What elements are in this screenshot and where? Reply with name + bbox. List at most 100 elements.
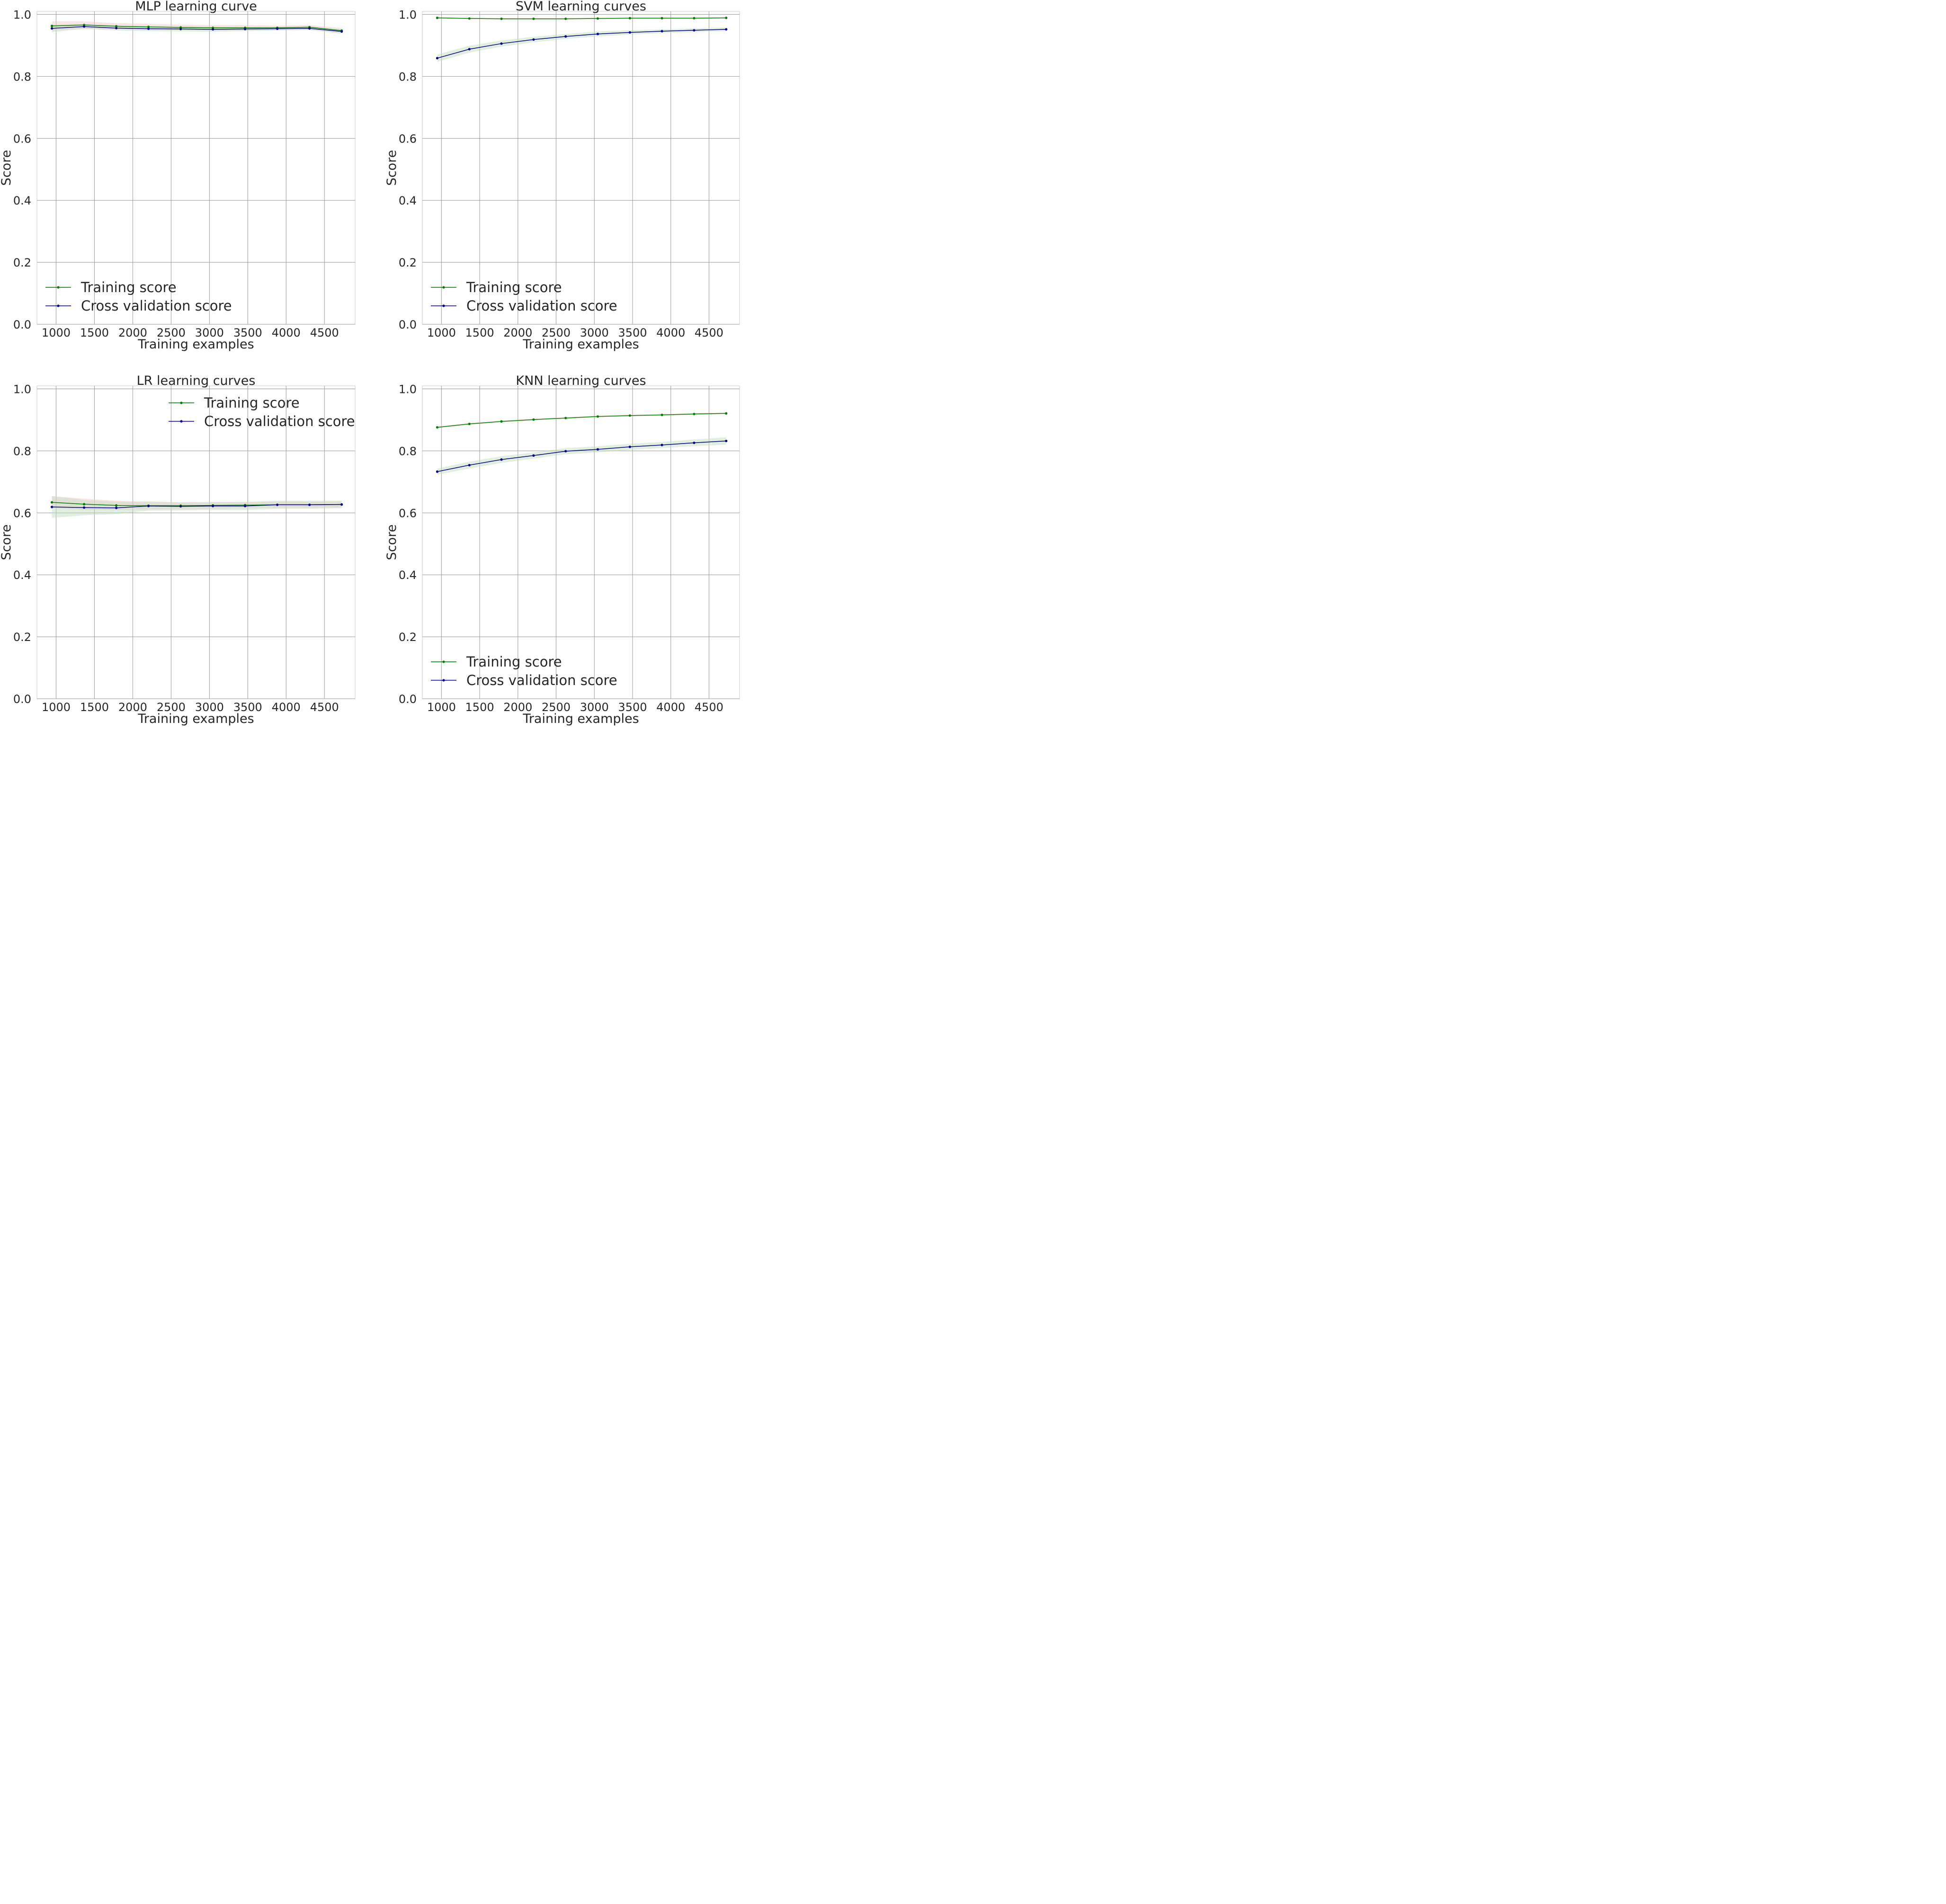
cv-point [693,29,696,32]
cv-series-line [52,504,342,508]
chart-title: MLP learning curve [135,0,257,14]
y-tick-label: 0.0 [13,318,31,331]
x-tick-label: 3000 [195,701,224,714]
cv-point [179,505,182,508]
x-tick-label: 4000 [272,326,301,339]
cv-point [564,450,567,453]
legend-training-marker [180,401,183,404]
training-point [693,17,696,19]
x-tick-label: 4500 [695,701,723,714]
training-point [628,17,631,19]
y-axis-label: Score [384,150,399,186]
cv-point [725,28,728,31]
cv-point [564,35,567,38]
cv-point [50,27,54,30]
y-tick-label: 0.8 [399,445,417,458]
x-tick-label: 1500 [80,326,109,339]
training-point [147,26,150,28]
training-point [500,18,503,20]
legend-cv-label: Cross validation score [81,298,232,314]
x-axis-label: Training examples [137,337,254,352]
y-tick-label: 0.6 [13,132,31,145]
training-point [82,503,86,506]
legend-cv-label: Cross validation score [204,413,355,429]
legend: Training score Cross validation score [431,654,617,688]
legend-cv-marker [442,679,445,682]
cv-point [244,27,247,30]
cv-point [82,25,86,28]
chart-panel-2: 0.0 0.2 0.4 0.6 0.8 1.0 1000 1500 2000 2500 3000 35… [384,0,740,352]
cv-point [661,30,663,33]
legend-cv-label: Cross validation score [466,298,617,314]
legend: Training score Cross validation score [431,279,617,314]
x-tick-label: 3500 [618,701,647,714]
cv-series-line [437,440,726,472]
y-tick-label: 1.0 [399,9,417,22]
legend-training-marker [442,286,445,289]
training-point [725,17,728,19]
cv-point [468,463,471,467]
chart-panel-1: 0.0 0.2 0.4 0.6 0.8 1.0 1000 1500 2000 2500 3000 35… [0,0,356,352]
cv-point [628,445,631,448]
x-tick-label: 1000 [42,326,71,339]
legend-cv-label: Cross validation score [466,672,617,688]
x-tick-label: 3500 [233,701,262,714]
x-tick-label: 2000 [118,701,147,714]
y-axis-label: Score [384,525,399,561]
x-tick-label: 4000 [656,326,685,339]
training-point [436,426,439,429]
x-tick-label: 1000 [42,701,71,714]
x-tick-label: 2500 [542,326,571,339]
cv-point [436,470,439,473]
y-tick-label: 0.2 [399,256,417,269]
y-tick-label: 0.4 [13,569,31,582]
x-tick-label: 3000 [580,701,609,714]
cv-point [693,441,696,445]
y-tick-label: 0.4 [13,194,31,207]
x-tick-label: 2500 [542,701,571,714]
x-tick-label: 2000 [503,326,532,339]
legend: Training score Cross validation score [169,395,355,429]
plot-frame [422,385,740,699]
chart-title: SVM learning curves [516,0,646,14]
cv-point [308,27,311,30]
x-tick-label: 1000 [427,326,456,339]
cv-point [308,503,311,506]
training-point [661,17,663,19]
cv-point [468,48,471,51]
plot-frame [36,11,356,325]
training-point [532,418,535,421]
x-axis-label: Training examples [522,337,639,352]
training-point [564,18,567,20]
training-point [436,17,439,19]
training-std-band [52,21,342,33]
cv-point [276,503,279,506]
cv-point [532,454,535,457]
cv-point [532,38,535,41]
cv-point [244,505,247,507]
cv-point [725,439,728,443]
y-tick-label: 0.6 [399,132,417,145]
cv-point [340,30,343,33]
training-std-band [52,496,342,510]
x-tick-label: 2000 [118,326,147,339]
cv-point [179,27,182,30]
chart-title: LR learning curves [137,374,256,388]
y-tick-label: 0.2 [399,631,417,644]
cv-point [147,505,150,507]
training-point [115,25,118,28]
x-tick-label: 2500 [157,326,186,339]
x-tick-label: 2500 [157,701,186,714]
legend-training-label: Training score [466,279,562,295]
chart-panel-4: 0.0 0.2 0.4 0.6 0.8 1.0 1000 1500 2000 2500 3000 35… [384,374,740,726]
training-point [500,420,503,423]
y-tick-label: 1.0 [13,9,31,22]
cv-series-line [52,26,342,32]
legend-training-label: Training score [204,395,300,411]
legend-cv-marker [57,304,60,307]
cv-point [147,27,150,30]
y-tick-label: 0.2 [13,256,31,269]
x-axis-label: Training examples [137,712,254,726]
x-tick-label: 4000 [272,701,301,714]
training-point [725,412,728,415]
